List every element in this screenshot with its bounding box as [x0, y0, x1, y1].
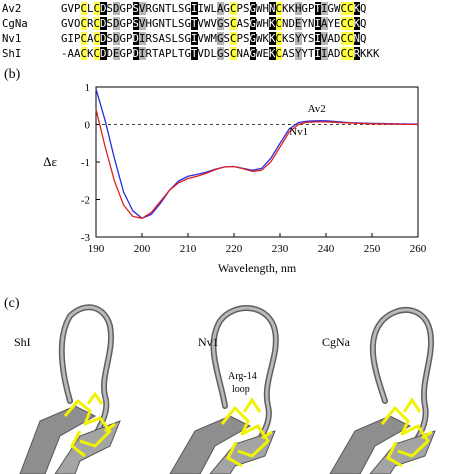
alignment-row-name: Nv1: [2, 32, 22, 45]
structure-shi: ShI: [14, 304, 121, 474]
plot-frame: [95, 86, 419, 238]
y-tick-label: -1: [81, 157, 90, 169]
x-tick-label: 230: [272, 243, 289, 255]
y-tick-label: 0: [85, 120, 91, 132]
x-tick-label: 200: [134, 243, 151, 255]
alignment-row-sequence: GVOCRCDSDGPSVHGNTLSGTVWVGSCASGWHKCNDEYNI…: [61, 17, 367, 30]
y-tick-label: 1: [85, 82, 91, 94]
x-axis-label: Wavelength, nm: [218, 261, 297, 275]
structure-label-nv1: Nv1: [198, 335, 219, 349]
x-tick-label: 260: [410, 243, 427, 255]
structure-label-shi: ShI: [14, 335, 31, 349]
alignment-row-sequence: GIPCACDSDGPDIRSASLSGIVWMGSCPSGWKKCKSYYSI…: [61, 32, 367, 45]
panel-b-label: (b): [4, 67, 21, 82]
structure-nv1: Nv1 Arg-14 loop: [169, 305, 279, 474]
alignment-row-sequence: GVPCLCDSDGPSVRGNTLSGIIWLAGCPSGWHNCKKHGPT…: [61, 2, 367, 15]
alignment-row-sequence: -AACKCDDEGPDIRTAPLTGTVDLGSCNAGWEKCASYYTI…: [61, 47, 380, 60]
x-tick-label: 250: [364, 243, 381, 255]
alignment-row-name: Av2: [2, 2, 22, 15]
cd-spectrum-chart: 190 200 210 220 230 240 250 260 -3 -2 -1 0 1 Waveleng…: [43, 82, 427, 275]
y-tick-label: -2: [81, 195, 90, 207]
structure-label-cgna: CgNa: [322, 335, 351, 349]
y-axis-label: Δε: [43, 154, 57, 169]
structure-cgna: CgNa: [322, 306, 436, 474]
x-tick-label: 210: [180, 243, 197, 255]
x-tick-label: 190: [88, 243, 105, 255]
annotation-loop: loop: [232, 384, 250, 395]
series-line-nv1: [95, 109, 419, 219]
annotation-arg14: Arg-14: [228, 371, 257, 382]
panel-c-label: (c): [4, 296, 20, 311]
series-label-nv1: Nv1: [289, 126, 308, 138]
y-tick-label: -3: [81, 232, 91, 244]
x-tick-label: 220: [226, 243, 243, 255]
series-label-av2: Av2: [308, 103, 326, 115]
x-tick-label: 240: [318, 243, 335, 255]
alignment-row-name: CgNa: [2, 17, 28, 30]
series-line-av2: [95, 88, 419, 220]
alignment-row-name: ShI: [2, 47, 22, 60]
protein-structures: ShI Nv1 Arg-14 loop CgNa: [14, 304, 436, 474]
sequence-alignment: Av2 GVPCLCDSDGPSVRGNTLSGIIWLAGCPSGWHNCKKH…: [0, 0, 474, 62]
